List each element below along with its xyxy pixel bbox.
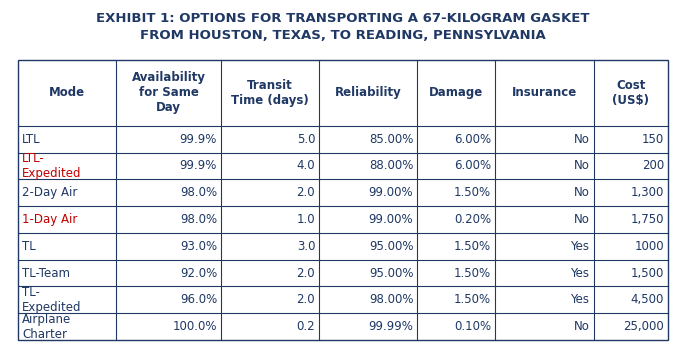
Text: No: No	[573, 320, 589, 333]
Text: 0.20%: 0.20%	[454, 213, 491, 226]
Text: 25,000: 25,000	[623, 320, 664, 333]
Text: 85.00%: 85.00%	[369, 133, 414, 146]
Text: 2-Day Air: 2-Day Air	[22, 186, 78, 199]
Text: Reliability: Reliability	[335, 86, 402, 99]
Text: 0.2: 0.2	[296, 320, 315, 333]
Text: 6.00%: 6.00%	[454, 133, 491, 146]
Text: 2.0: 2.0	[296, 293, 315, 306]
Text: 3.0: 3.0	[296, 240, 315, 253]
Text: 2.0: 2.0	[296, 267, 315, 279]
Text: No: No	[573, 186, 589, 199]
Text: 99.99%: 99.99%	[368, 320, 414, 333]
Text: 2.0: 2.0	[296, 186, 315, 199]
Text: 96.0%: 96.0%	[180, 293, 217, 306]
Text: Cost
(US$): Cost (US$)	[613, 79, 649, 107]
Text: 6.00%: 6.00%	[454, 159, 491, 172]
Text: 99.00%: 99.00%	[369, 186, 414, 199]
Text: 1,500: 1,500	[630, 267, 664, 279]
Text: 5.0: 5.0	[296, 133, 315, 146]
Text: 93.0%: 93.0%	[180, 240, 217, 253]
Text: 1.0: 1.0	[296, 213, 315, 226]
Text: 1000: 1000	[635, 240, 664, 253]
Text: Transit
Time (days): Transit Time (days)	[231, 79, 309, 107]
Text: 95.00%: 95.00%	[369, 240, 414, 253]
Text: 99.00%: 99.00%	[369, 213, 414, 226]
Text: 200: 200	[641, 159, 664, 172]
Text: 95.00%: 95.00%	[369, 267, 414, 279]
Text: 88.00%: 88.00%	[369, 159, 414, 172]
Text: 1,300: 1,300	[630, 186, 664, 199]
Text: Mode: Mode	[49, 86, 85, 99]
Text: LTL: LTL	[22, 133, 40, 146]
Text: Yes: Yes	[570, 240, 589, 253]
Text: 92.0%: 92.0%	[180, 267, 217, 279]
Text: Damage: Damage	[429, 86, 484, 99]
Text: 98.0%: 98.0%	[180, 186, 217, 199]
Text: Yes: Yes	[570, 267, 589, 279]
Text: No: No	[573, 133, 589, 146]
Text: 0.10%: 0.10%	[454, 320, 491, 333]
Bar	[18, 60, 668, 340]
Text: 1.50%: 1.50%	[454, 186, 491, 199]
Text: 1.50%: 1.50%	[454, 267, 491, 279]
Text: Airplane
Charter: Airplane Charter	[22, 313, 71, 341]
Text: 98.00%: 98.00%	[369, 293, 414, 306]
Text: 1-Day Air: 1-Day Air	[22, 213, 78, 226]
Text: Yes: Yes	[570, 293, 589, 306]
Text: 4.0: 4.0	[296, 159, 315, 172]
Text: 1.50%: 1.50%	[454, 293, 491, 306]
Text: Insurance: Insurance	[512, 86, 577, 99]
Text: 98.0%: 98.0%	[180, 213, 217, 226]
Text: 150: 150	[641, 133, 664, 146]
Text: 4,500: 4,500	[630, 293, 664, 306]
Text: No: No	[573, 213, 589, 226]
Text: EXHIBIT 1: OPTIONS FOR TRANSPORTING A 67-KILOGRAM GASKET
FROM HOUSTON, TEXAS, TO: EXHIBIT 1: OPTIONS FOR TRANSPORTING A 67…	[96, 12, 590, 42]
Text: 99.9%: 99.9%	[180, 133, 217, 146]
Text: Availability
for Same
Day: Availability for Same Day	[132, 71, 206, 115]
Text: No: No	[573, 159, 589, 172]
Text: LTL-
Expedited: LTL- Expedited	[22, 152, 82, 180]
Text: 99.9%: 99.9%	[180, 159, 217, 172]
Text: 1,750: 1,750	[630, 213, 664, 226]
Text: TL-Team: TL-Team	[22, 267, 70, 279]
Text: TL-
Expedited: TL- Expedited	[22, 286, 82, 314]
Text: 1.50%: 1.50%	[454, 240, 491, 253]
Text: 100.0%: 100.0%	[172, 320, 217, 333]
Text: TL: TL	[22, 240, 36, 253]
